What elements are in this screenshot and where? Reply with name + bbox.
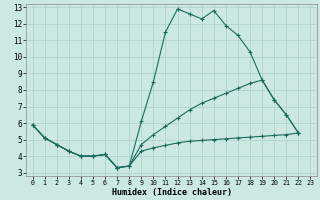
X-axis label: Humidex (Indice chaleur): Humidex (Indice chaleur) [111,188,231,197]
